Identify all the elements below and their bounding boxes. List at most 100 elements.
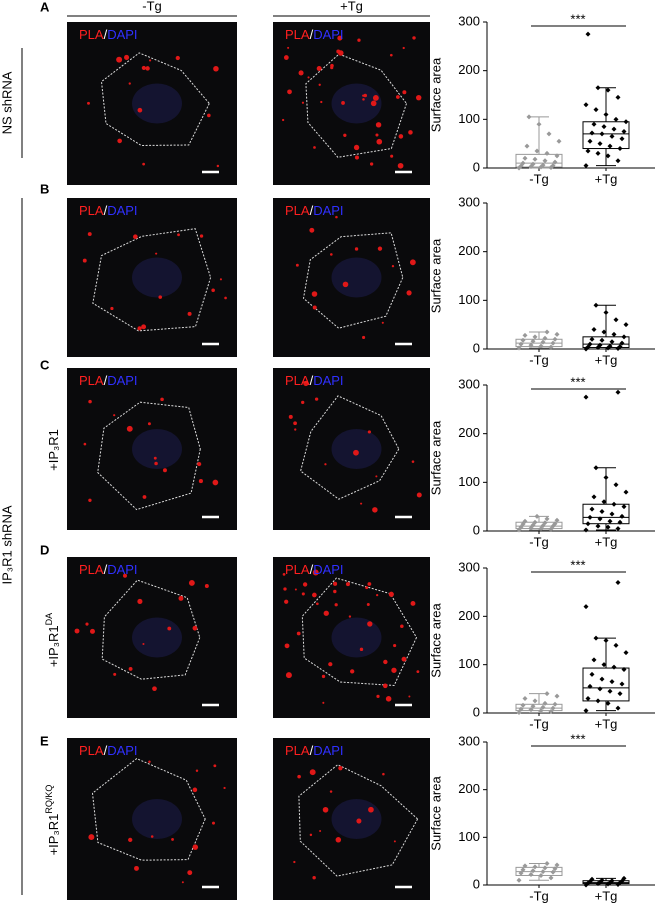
pla-dot bbox=[116, 56, 123, 63]
slash-label: / bbox=[104, 373, 108, 388]
pla-dot bbox=[126, 425, 133, 432]
data-point bbox=[542, 335, 548, 341]
pla-dot bbox=[356, 818, 362, 824]
pla-dot bbox=[316, 65, 322, 71]
panel-letter: B bbox=[40, 181, 49, 196]
y-tick-label: 100 bbox=[458, 656, 480, 671]
slash-label: / bbox=[104, 203, 108, 218]
significance: *** bbox=[570, 374, 585, 389]
pla-dot bbox=[401, 656, 407, 662]
y-tick-label: 200 bbox=[458, 781, 480, 796]
panel-letter: E bbox=[40, 733, 49, 748]
dapi-label: DAPI bbox=[313, 203, 343, 218]
pla-dot bbox=[366, 603, 370, 606]
data-point bbox=[599, 131, 605, 137]
pla-dot bbox=[337, 50, 344, 56]
pla-dot bbox=[357, 38, 361, 42]
pla-dot bbox=[370, 100, 377, 107]
data-point bbox=[593, 465, 599, 471]
pla-dot bbox=[284, 599, 289, 604]
pla-label: PLA bbox=[285, 373, 310, 388]
data-point bbox=[538, 343, 544, 349]
x-tick-label: +Tg bbox=[595, 171, 618, 186]
pla-dot bbox=[367, 621, 373, 627]
image-label: PLA/DAPI bbox=[79, 743, 138, 758]
data-point bbox=[613, 642, 619, 648]
pla-dot bbox=[309, 769, 316, 776]
pla-dot bbox=[312, 876, 316, 880]
pla-dot bbox=[323, 610, 329, 616]
y-tick-label: 0 bbox=[473, 340, 480, 355]
pla-dot bbox=[406, 290, 412, 296]
data-point bbox=[520, 867, 526, 873]
data-point bbox=[589, 876, 595, 882]
data-point bbox=[520, 337, 526, 343]
image-label: PLA/DAPI bbox=[285, 203, 344, 218]
x-tick-label: -Tg bbox=[529, 534, 549, 549]
pla-dot bbox=[354, 247, 359, 251]
data-point bbox=[593, 635, 599, 641]
data-point bbox=[617, 691, 623, 697]
condition-label: +IP₃R1RQ/KQ bbox=[44, 785, 61, 856]
nucleus bbox=[331, 429, 382, 469]
dapi-label: DAPI bbox=[107, 562, 137, 577]
y-tick-label: 300 bbox=[458, 13, 480, 28]
pla-dot bbox=[353, 449, 359, 456]
pla-dot bbox=[391, 667, 397, 673]
pla-dot bbox=[147, 422, 151, 426]
y-tick-label: 0 bbox=[473, 159, 480, 174]
data-point bbox=[544, 691, 550, 697]
y-axis-label: Surface area bbox=[428, 238, 443, 313]
pla-dot bbox=[154, 461, 158, 466]
pla-dot bbox=[385, 696, 392, 702]
data-point bbox=[597, 342, 603, 348]
pla-dot bbox=[158, 295, 163, 299]
pla-dot bbox=[312, 592, 317, 598]
data-point bbox=[532, 864, 538, 870]
data-point bbox=[617, 344, 623, 350]
pla-dot bbox=[141, 65, 146, 71]
data-point bbox=[589, 336, 595, 342]
data-point bbox=[522, 696, 528, 701]
y-axis-label: Surface area bbox=[428, 776, 443, 851]
pla-dot bbox=[85, 622, 89, 626]
pla-dot bbox=[365, 586, 369, 590]
data-point bbox=[623, 650, 629, 656]
data-point bbox=[611, 126, 617, 132]
nucleus bbox=[132, 257, 182, 298]
image-label: PLA/DAPI bbox=[285, 373, 344, 388]
pla-dot bbox=[124, 54, 130, 60]
data-point bbox=[548, 344, 554, 350]
column-header: +Tg bbox=[340, 0, 363, 13]
y-tick-label: 100 bbox=[458, 292, 480, 307]
pla-dot bbox=[320, 100, 323, 104]
pla-dot bbox=[301, 400, 305, 405]
pla-dot bbox=[303, 380, 309, 387]
data-point bbox=[589, 671, 595, 677]
pla-dot bbox=[175, 55, 180, 61]
pla-label: PLA bbox=[285, 27, 310, 42]
data-point bbox=[544, 861, 550, 867]
pla-dot bbox=[281, 118, 285, 122]
pla-dot bbox=[311, 291, 318, 297]
data-point bbox=[605, 153, 611, 159]
data-point bbox=[613, 482, 619, 488]
data-point bbox=[583, 527, 589, 533]
nucleus bbox=[132, 429, 182, 469]
pla-dot bbox=[318, 83, 321, 86]
y-tick-label: 100 bbox=[458, 111, 480, 126]
data-point bbox=[615, 705, 621, 711]
data-point bbox=[597, 141, 603, 147]
data-point bbox=[544, 150, 550, 156]
data-point bbox=[607, 343, 613, 349]
slash-label: / bbox=[310, 373, 314, 388]
pla-dot bbox=[359, 647, 364, 652]
data-point bbox=[621, 667, 627, 672]
pla-dot bbox=[162, 468, 167, 473]
pla-dot bbox=[330, 66, 334, 70]
data-point bbox=[518, 870, 524, 876]
pla-dot bbox=[322, 806, 329, 813]
pla-dot bbox=[309, 833, 313, 837]
pla-dot bbox=[382, 772, 385, 776]
pla-dot bbox=[328, 662, 333, 667]
